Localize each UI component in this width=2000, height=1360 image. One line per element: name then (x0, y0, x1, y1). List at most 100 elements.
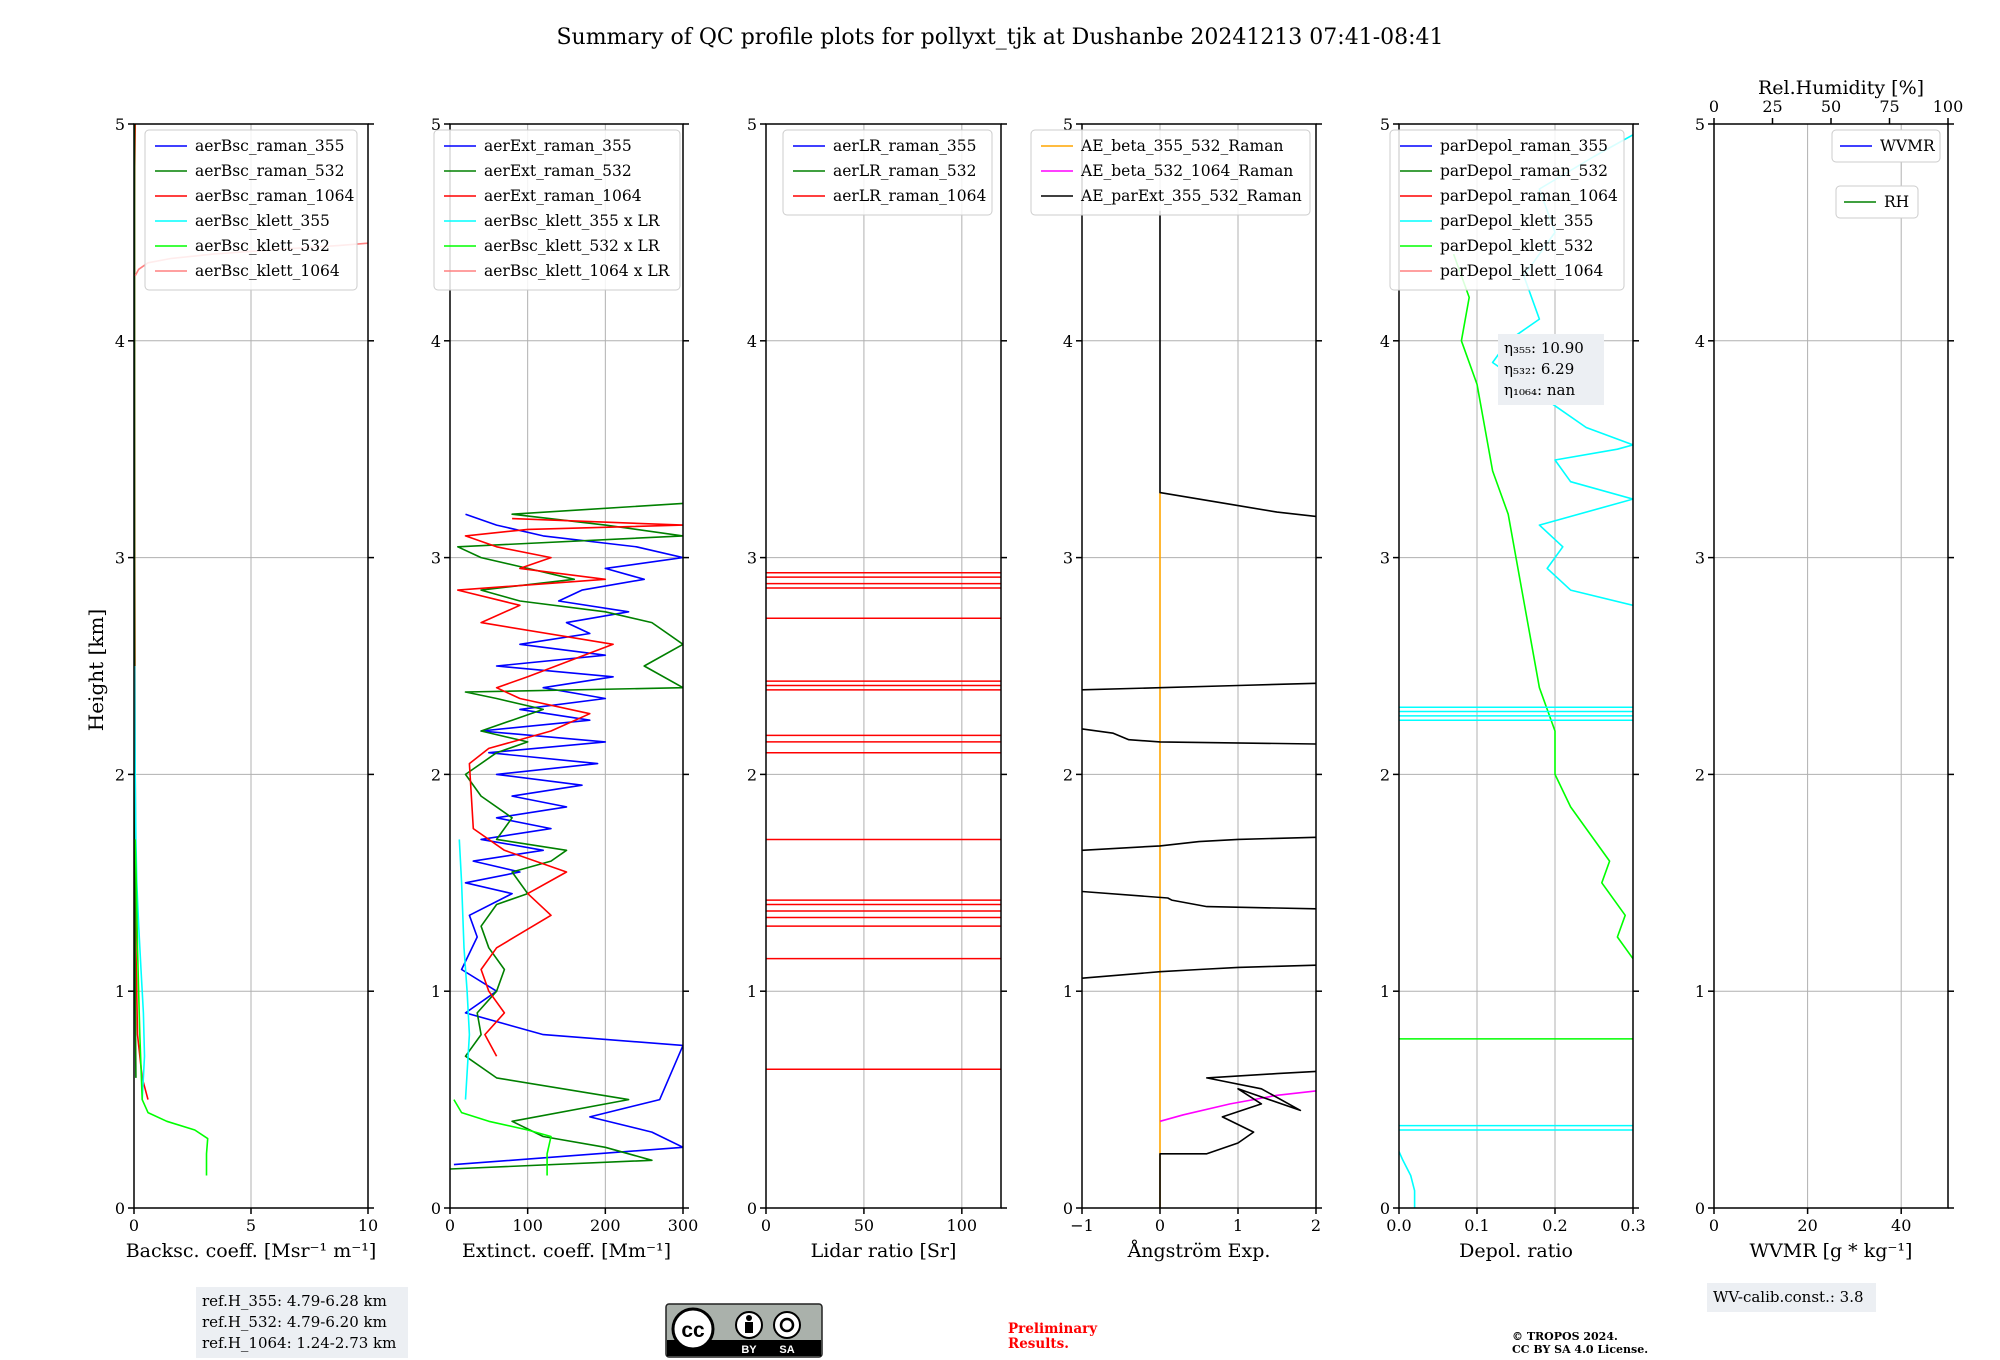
legend-entry: aerLR_raman_355 (833, 137, 976, 155)
legend-entry: aerBsc_klett_1064 (195, 262, 340, 280)
axes-frame (1713, 123, 1949, 1209)
y-tick-label: 2 (431, 765, 441, 784)
y-tick-label: 4 (431, 332, 441, 351)
x-tick-label: 0 (761, 1216, 771, 1235)
copyright-line-1: © TROPOS 2024. (1512, 1330, 1618, 1343)
x-tick-label: 200 (590, 1216, 621, 1235)
legend: AE_beta_355_532_Raman AE_beta_532_1064_Ra… (1030, 129, 1311, 216)
legend-entry: parDepol_klett_355 (1440, 212, 1593, 230)
legend-entry: aerBsc_klett_532 x LR (484, 237, 661, 255)
cc-icon (671, 1307, 715, 1351)
legend-rh: RH (1835, 185, 1919, 219)
panel-ext: 0 100 200 300 0 1 2 3 4 5 Extinct. coeff. [Mm⁻¹] ae… (431, 115, 698, 1262)
legend-entry: aerBsc_klett_1064 x LR (484, 262, 671, 280)
series-line-pardepol-klett-532 (1452, 253, 1633, 960)
legend: parDepol_raman_355 parDepol_raman_532 parD… (1389, 129, 1625, 291)
y-tick-label: 2 (1695, 765, 1705, 784)
series-line-ae-parext-355-532-raman (1159, 1070, 1316, 1208)
legend-entry: RH (1884, 193, 1909, 211)
x-tick-label: 5 (246, 1216, 256, 1235)
y-tick-label: 3 (115, 549, 125, 568)
x-axis-label: WVMR [g * kg⁻¹] (1750, 1240, 1913, 1262)
legend-entry: aerExt_raman_1064 (484, 187, 642, 205)
y-tick-label: 1 (1380, 982, 1390, 1001)
series-group (1082, 210, 1316, 1208)
x-tick-label: 40 (1891, 1216, 1911, 1235)
axes-frame (1398, 123, 1634, 1209)
y-tick-label: 2 (1380, 765, 1390, 784)
series-line-pardepol-klett-355 (1399, 1151, 1416, 1208)
series-line-ae-parext-355-532-raman (1082, 890, 1316, 910)
panel-bsc: 0 5 10 0 1 2 3 4 5 Backsc. coeff. [Msr⁻¹ m⁻¹] aerB… (115, 115, 408, 1358)
x-tick-label: 100 (512, 1216, 543, 1235)
y-tick-label: 0 (1695, 1199, 1705, 1218)
annotation-line: η₃₅₅: 10.90 (1504, 339, 1584, 357)
x-tick-label: 0 (129, 1216, 139, 1235)
axes-frame (133, 123, 369, 1209)
legend: aerBsc_raman_355 aerBsc_raman_532 aerBsc_r… (144, 129, 358, 291)
cc-license-badge: cc BY SA (665, 1303, 823, 1358)
legend-entry: aerBsc_raman_355 (195, 137, 345, 155)
series-line-aerext-raman-532 (450, 502, 683, 1170)
x-axis-label: Ångström Exp. (1127, 1240, 1271, 1262)
y-tick-label: 1 (1063, 982, 1073, 1001)
annotation-line: η₁₀₆₄: nan (1504, 381, 1575, 399)
series-line-ae-parext-355-532-raman (1082, 682, 1316, 691)
y-tick-label: 5 (431, 115, 441, 134)
annotation-line: ref.H_355: 4.79-6.28 km (202, 1292, 387, 1310)
series-line-aerbsc-klett-532-x-lr (453, 1099, 552, 1176)
y-tick-label: 1 (1695, 982, 1705, 1001)
y-tick-label: 3 (1063, 549, 1073, 568)
top-x-tick-label: 50 (1821, 97, 1841, 116)
legend-entry: parDepol_raman_1064 (1440, 187, 1618, 205)
annotation-box-wv: WV-calib.const.: 3.8 (1707, 1283, 1876, 1312)
annotation-box-depol: η₃₅₅: 10.90 η₅₃₂: 6.29 η₁₀₆₄: nan (1498, 334, 1604, 405)
x-tick-label: 0 (445, 1216, 455, 1235)
x-tick-label: 2 (1311, 1216, 1321, 1235)
y-tick-label: 5 (115, 115, 125, 134)
axes-frame (1081, 123, 1317, 1209)
y-tick-label: 2 (115, 765, 125, 784)
series-group (1399, 134, 1633, 1208)
y-axis-label: Height [km] (84, 609, 108, 731)
y-tick-label: 2 (747, 765, 757, 784)
annotation-line: η₅₃₂: 6.29 (1504, 360, 1574, 378)
top-x-tick-label: 100 (1933, 97, 1964, 116)
cc-sa-label: SA (779, 1344, 794, 1356)
legend-entry: aerBsc_klett_532 (195, 237, 330, 255)
series-line-aerext-raman-1064 (456, 517, 683, 1057)
cc-by-label: BY (741, 1344, 757, 1356)
panel-depol: 0.0 0.1 0.2 0.3 0 1 2 3 4 5 Depol. ratio parDepol_r… (1380, 115, 1646, 1262)
legend-entry: aerLR_raman_1064 (833, 187, 986, 205)
y-tick-label: 3 (1380, 549, 1390, 568)
panel-wv: 0 20 40 0 1 2 3 4 5 WVMR [g * kg⁻¹] WVMR RH 0 25 50 75 1… (1695, 77, 1963, 1312)
y-tick-label: 5 (1063, 115, 1073, 134)
annotation-line: WV-calib.const.: 3.8 (1713, 1288, 1864, 1306)
legend-wvmr: WVMR (1831, 129, 1941, 163)
y-tick-label: 3 (1695, 549, 1705, 568)
top-x-tick-label: 75 (1879, 97, 1899, 116)
y-tick-label: 3 (747, 549, 757, 568)
cc-logo-text: cc (681, 1319, 705, 1342)
x-tick-label: 0 (1155, 1216, 1165, 1235)
x-tick-label: 0 (1709, 1216, 1719, 1235)
y-tick-label: 2 (1063, 765, 1073, 784)
figure-title: Summary of QC profile plots for pollyxt_… (556, 25, 1443, 50)
y-tick-label: 0 (431, 1199, 441, 1218)
axes-frame (765, 123, 1002, 1209)
axes-frame (449, 123, 684, 1209)
legend-entry: aerBsc_klett_355 x LR (484, 212, 661, 230)
legend-entry: aerExt_raman_355 (484, 137, 632, 155)
x-tick-label: −1 (1070, 1216, 1094, 1235)
legend: aerExt_raman_355 aerExt_raman_532 aerExt_r… (433, 129, 681, 291)
series-line-aerbsc-klett-532 (134, 839, 209, 1176)
x-axis-label: Extinct. coeff. [Mm⁻¹] (462, 1240, 671, 1262)
series-line-ae-parext-355-532-raman (1082, 728, 1316, 745)
preliminary-label-2: Results. (1008, 1336, 1069, 1352)
legend-entry: aerLR_raman_532 (833, 162, 976, 180)
x-axis-label: Backsc. coeff. [Msr⁻¹ m⁻¹] (126, 1240, 377, 1262)
y-tick-label: 1 (431, 982, 441, 1001)
y-tick-label: 0 (115, 1199, 125, 1218)
y-tick-label: 0 (747, 1199, 757, 1218)
